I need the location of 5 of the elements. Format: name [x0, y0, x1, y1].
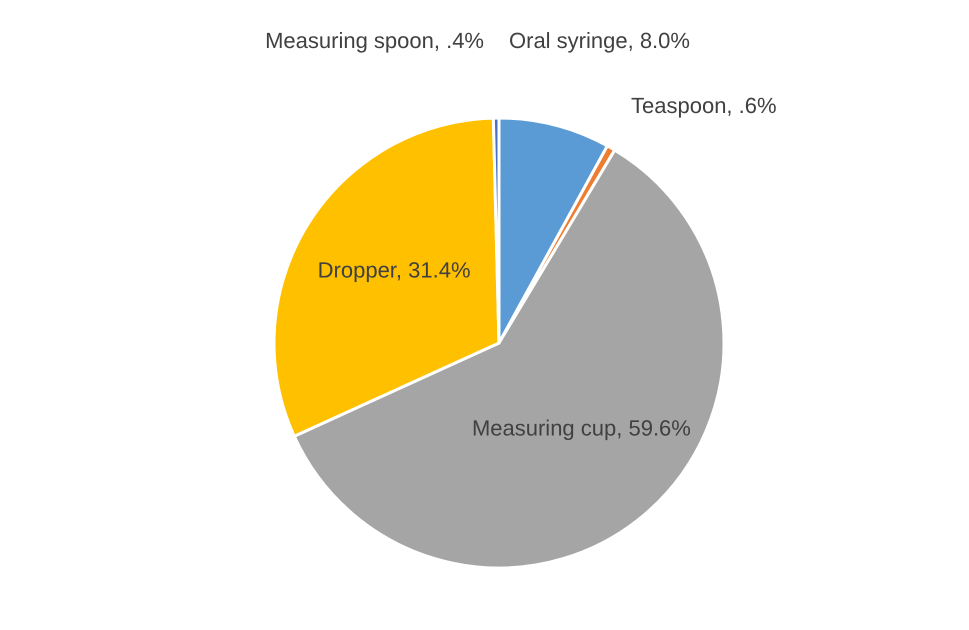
slice-label: Dropper, 31.4% [318, 257, 471, 282]
slice-label: Teaspoon, .6% [631, 93, 777, 118]
slice-label: Measuring cup, 59.6% [472, 415, 691, 440]
slice-label: Measuring spoon, .4% [265, 28, 484, 53]
slice-label: Oral syringe, 8.0% [509, 28, 690, 53]
